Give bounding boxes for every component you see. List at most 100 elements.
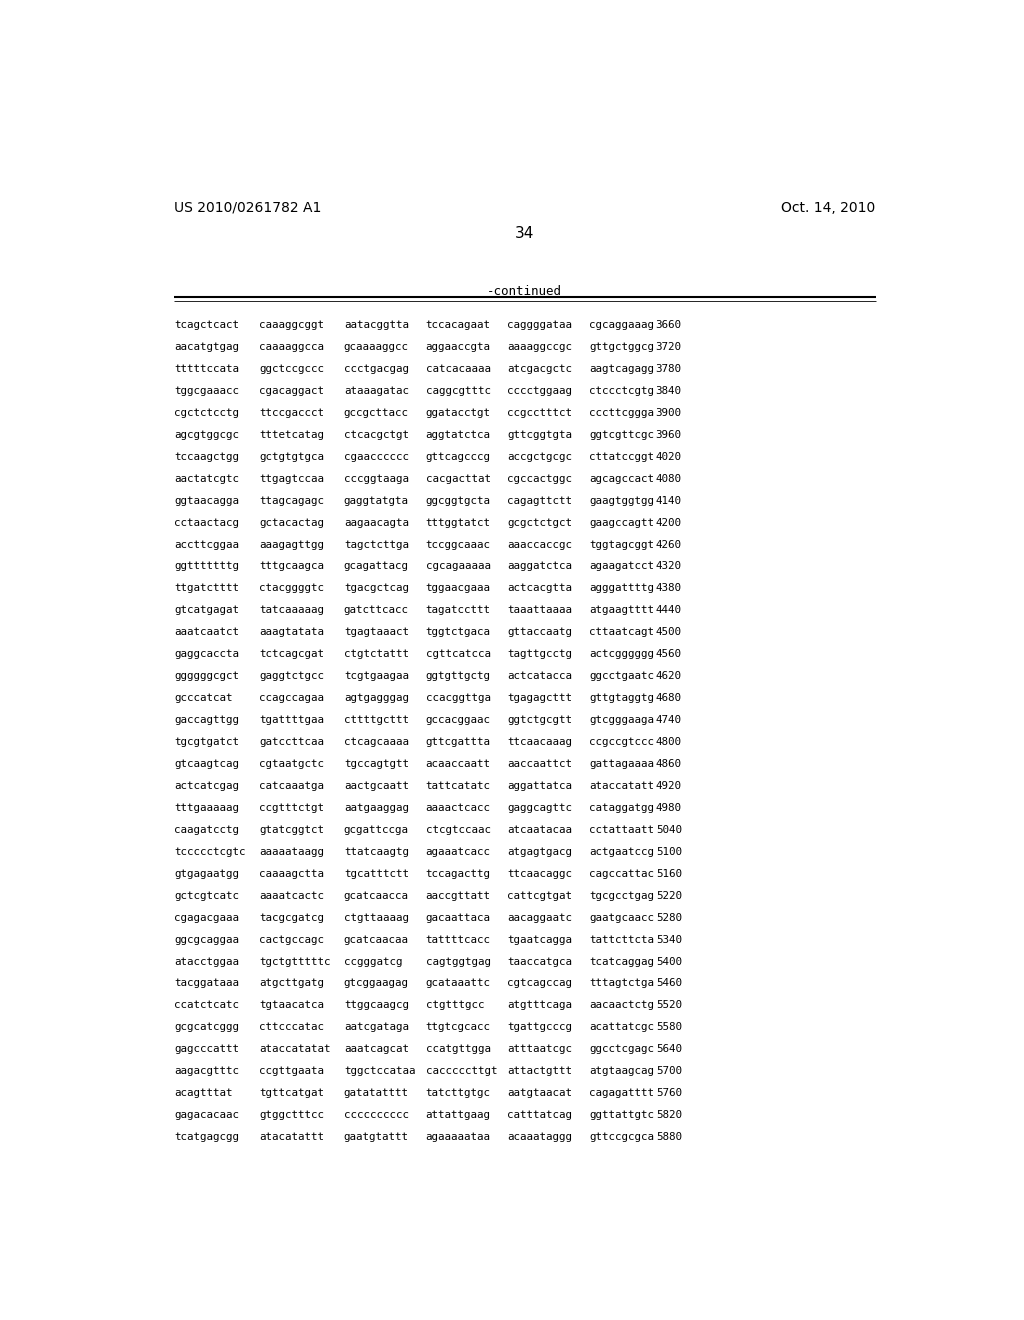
Text: cagagttctt: cagagttctt	[507, 496, 572, 506]
Text: caaaaggcca: caaaaggcca	[259, 342, 324, 352]
Text: ggcgcaggaa: ggcgcaggaa	[174, 935, 239, 945]
Text: tgagtaaact: tgagtaaact	[344, 627, 409, 638]
Text: cgccactggc: cgccactggc	[507, 474, 572, 483]
Text: aaaactcacc: aaaactcacc	[426, 803, 490, 813]
Text: gtcgggaaga: gtcgggaaga	[589, 715, 654, 725]
Text: ccatgttgga: ccatgttgga	[426, 1044, 490, 1055]
Text: actcatacca: actcatacca	[507, 671, 572, 681]
Text: ttcaacaggc: ttcaacaggc	[507, 869, 572, 879]
Text: gccacggaac: gccacggaac	[426, 715, 490, 725]
Text: cgttcatcca: cgttcatcca	[426, 649, 490, 659]
Text: atcaatacaa: atcaatacaa	[507, 825, 572, 834]
Text: aatgaaggag: aatgaaggag	[344, 803, 409, 813]
Text: tttgcaagca: tttgcaagca	[259, 561, 324, 572]
Text: ctcagcaaaa: ctcagcaaaa	[344, 737, 409, 747]
Text: tagatccttt: tagatccttt	[426, 606, 490, 615]
Text: aaagagttgg: aaagagttgg	[259, 540, 324, 549]
Text: cgagacgaaa: cgagacgaaa	[174, 912, 239, 923]
Text: 3720: 3720	[655, 342, 682, 352]
Text: 4980: 4980	[655, 803, 682, 813]
Text: gcagattacg: gcagattacg	[344, 561, 409, 572]
Text: gctacactag: gctacactag	[259, 517, 324, 528]
Text: ttgtcgcacc: ttgtcgcacc	[426, 1022, 490, 1032]
Text: tgcatttctt: tgcatttctt	[344, 869, 409, 879]
Text: aatcgataga: aatcgataga	[344, 1022, 409, 1032]
Text: gatccttcaa: gatccttcaa	[259, 737, 324, 747]
Text: gtcatgagat: gtcatgagat	[174, 606, 239, 615]
Text: aagaacagta: aagaacagta	[344, 517, 409, 528]
Text: 4620: 4620	[655, 671, 682, 681]
Text: gttgtaggtg: gttgtaggtg	[589, 693, 654, 704]
Text: cagagatttt: cagagatttt	[589, 1088, 654, 1098]
Text: aggaaccgta: aggaaccgta	[426, 342, 490, 352]
Text: gcataaattc: gcataaattc	[426, 978, 490, 989]
Text: 5220: 5220	[655, 891, 682, 900]
Text: acaaccaatt: acaaccaatt	[426, 759, 490, 770]
Text: ccgttgaata: ccgttgaata	[259, 1067, 324, 1076]
Text: catcaaatga: catcaaatga	[259, 781, 324, 791]
Text: cgctctcctg: cgctctcctg	[174, 408, 239, 418]
Text: aaatcaatct: aaatcaatct	[174, 627, 239, 638]
Text: 5100: 5100	[655, 847, 682, 857]
Text: tacgcgatcg: tacgcgatcg	[259, 912, 324, 923]
Text: actgaatccg: actgaatccg	[589, 847, 654, 857]
Text: tgaatcagga: tgaatcagga	[507, 935, 572, 945]
Text: tccacagaat: tccacagaat	[426, 321, 490, 330]
Text: cccctggaag: cccctggaag	[507, 385, 572, 396]
Text: 4020: 4020	[655, 451, 682, 462]
Text: cgcaggaaag: cgcaggaaag	[589, 321, 654, 330]
Text: acattatcgc: acattatcgc	[589, 1022, 654, 1032]
Text: caaaagctta: caaaagctta	[259, 869, 324, 879]
Text: 34: 34	[515, 226, 535, 242]
Text: ggatacctgt: ggatacctgt	[426, 408, 490, 418]
Text: cgtaatgctc: cgtaatgctc	[259, 759, 324, 770]
Text: tttggtatct: tttggtatct	[426, 517, 490, 528]
Text: 5520: 5520	[655, 1001, 682, 1010]
Text: ccgcctttct: ccgcctttct	[507, 408, 572, 418]
Text: aacaggaatc: aacaggaatc	[507, 912, 572, 923]
Text: ggcctcgagc: ggcctcgagc	[589, 1044, 654, 1055]
Text: acaaataggg: acaaataggg	[507, 1133, 572, 1142]
Text: gttcagcccg: gttcagcccg	[426, 451, 490, 462]
Text: ggcctgaatc: ggcctgaatc	[589, 671, 654, 681]
Text: 4560: 4560	[655, 649, 682, 659]
Text: ctcacgctgt: ctcacgctgt	[344, 430, 409, 440]
Text: cccggtaaga: cccggtaaga	[344, 474, 409, 483]
Text: cgcagaaaaa: cgcagaaaaa	[426, 561, 490, 572]
Text: agaagatcct: agaagatcct	[589, 561, 654, 572]
Text: gatcttcacc: gatcttcacc	[344, 606, 409, 615]
Text: 5640: 5640	[655, 1044, 682, 1055]
Text: tggtctgaca: tggtctgaca	[426, 627, 490, 638]
Text: tattcatatc: tattcatatc	[426, 781, 490, 791]
Text: cccttcggga: cccttcggga	[589, 408, 654, 418]
Text: aatacggtta: aatacggtta	[344, 321, 409, 330]
Text: ccacggttga: ccacggttga	[426, 693, 490, 704]
Text: cttatccggt: cttatccggt	[589, 451, 654, 462]
Text: cccccccccc: cccccccccc	[344, 1110, 409, 1121]
Text: US 2010/0261782 A1: US 2010/0261782 A1	[174, 201, 322, 215]
Text: tgccagtgtt: tgccagtgtt	[344, 759, 409, 770]
Text: actcatcgag: actcatcgag	[174, 781, 239, 791]
Text: caagatcctg: caagatcctg	[174, 825, 239, 834]
Text: cttaatcagt: cttaatcagt	[589, 627, 654, 638]
Text: 5880: 5880	[655, 1133, 682, 1142]
Text: tagctcttga: tagctcttga	[344, 540, 409, 549]
Text: gctcgtcatc: gctcgtcatc	[174, 891, 239, 900]
Text: gattagaaaa: gattagaaaa	[589, 759, 654, 770]
Text: cacccccttgt: cacccccttgt	[426, 1067, 497, 1076]
Text: ttggcaagcg: ttggcaagcg	[344, 1001, 409, 1010]
Text: 5400: 5400	[655, 957, 682, 966]
Text: gttcggtgta: gttcggtgta	[507, 430, 572, 440]
Text: agaaaaataa: agaaaaataa	[426, 1133, 490, 1142]
Text: 4380: 4380	[655, 583, 682, 594]
Text: aaaaggccgc: aaaaggccgc	[507, 342, 572, 352]
Text: tccccctcgtc: tccccctcgtc	[174, 847, 246, 857]
Text: -continued: -continued	[487, 285, 562, 298]
Text: ccatctcatc: ccatctcatc	[174, 1001, 239, 1010]
Text: atttaatcgc: atttaatcgc	[507, 1044, 572, 1055]
Text: aagtcagagg: aagtcagagg	[589, 364, 654, 374]
Text: gcaaaaggcc: gcaaaaggcc	[344, 342, 409, 352]
Text: tcatcaggag: tcatcaggag	[589, 957, 654, 966]
Text: tctcagcgat: tctcagcgat	[259, 649, 324, 659]
Text: 5820: 5820	[655, 1110, 682, 1121]
